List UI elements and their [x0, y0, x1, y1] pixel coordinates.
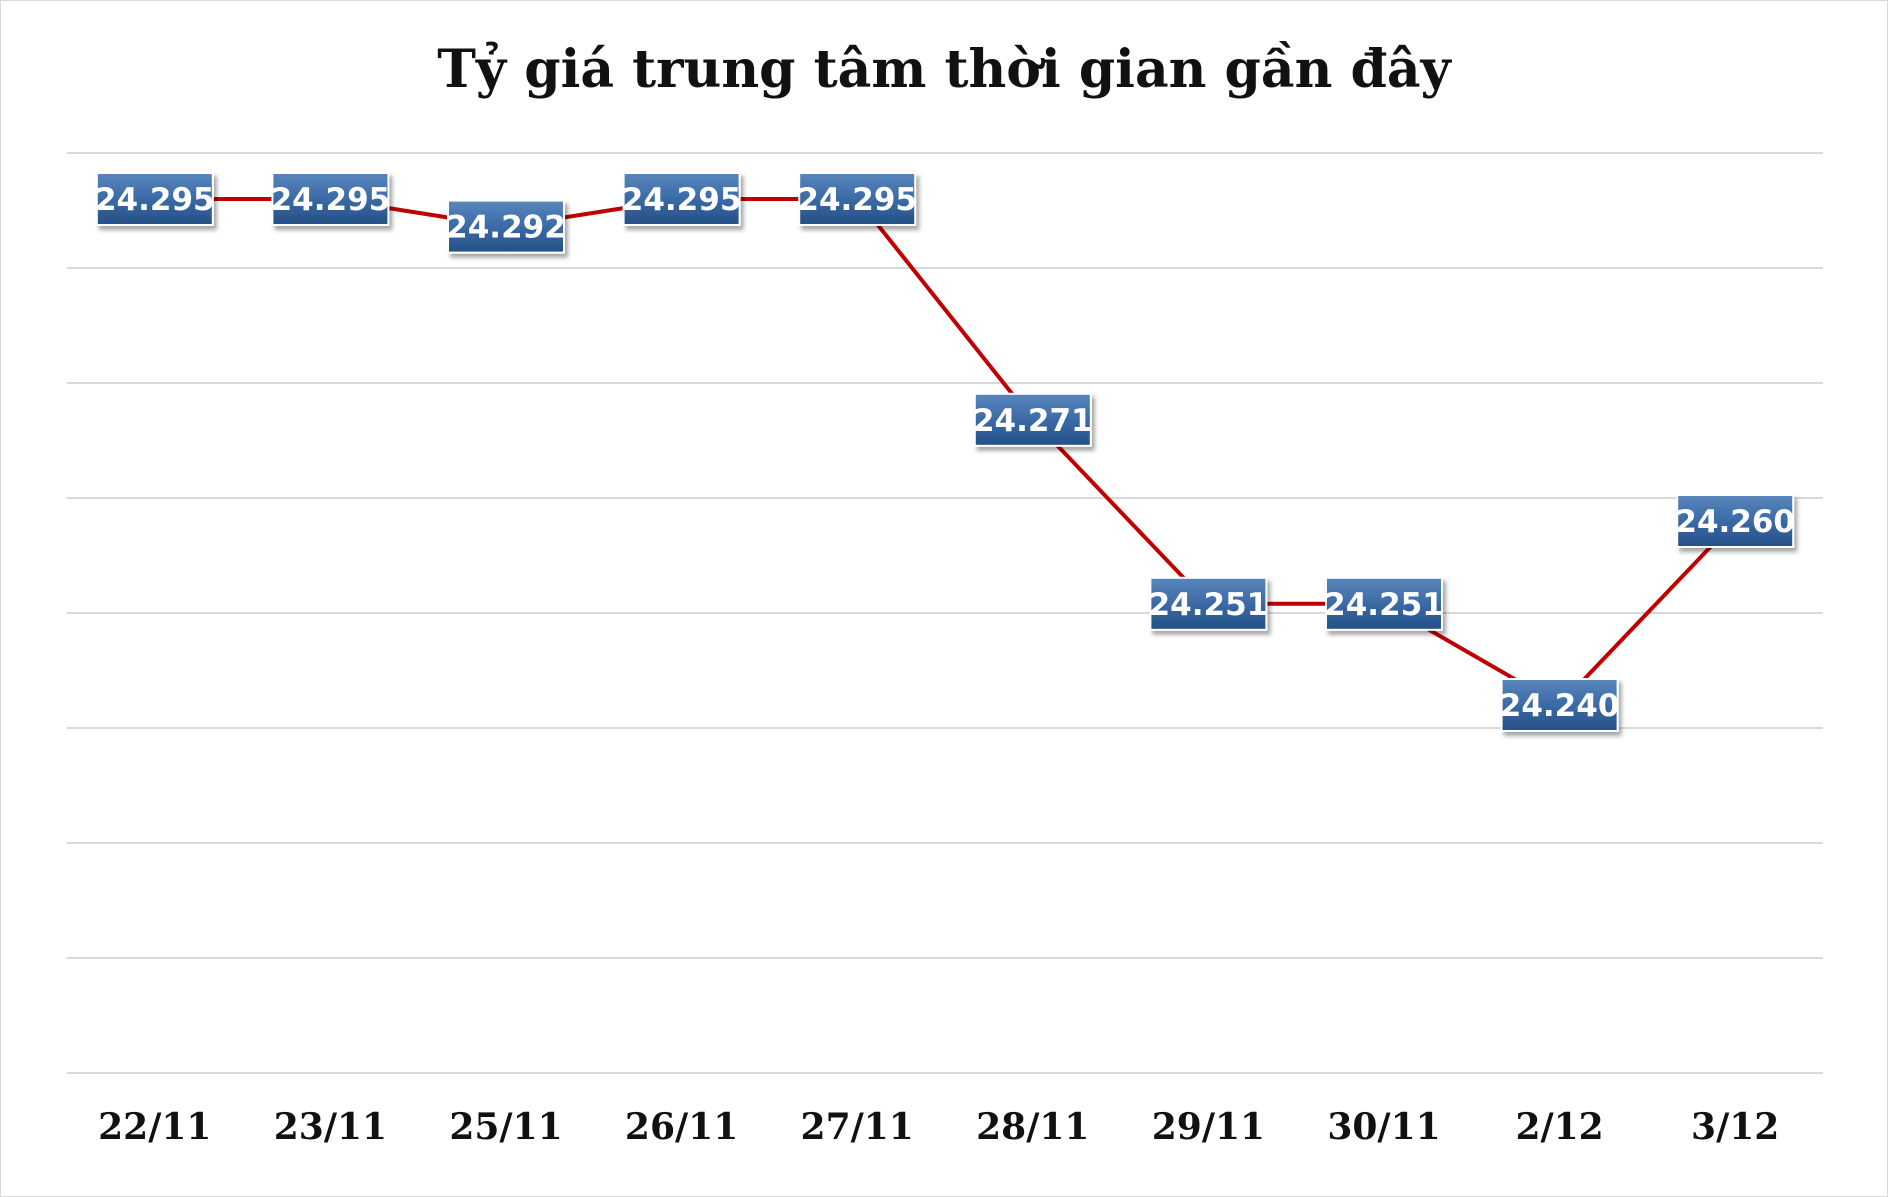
- x-tick-label: 25/11: [449, 1106, 562, 1148]
- data-label: 24.240: [1500, 688, 1620, 724]
- series-line-group: [154, 197, 1737, 707]
- data-point-label: 24.240: [1500, 678, 1620, 732]
- data-label-box: [622, 172, 741, 226]
- data-label-box: [1149, 576, 1268, 631]
- data-point-label: 24.251: [1149, 576, 1269, 631]
- x-axis-tick-labels: 22/11 23/11 25/11 26/11 27/11 28/11 29/11 30/11…: [98, 1106, 1779, 1148]
- x-tick-label: 29/11: [1152, 1106, 1265, 1148]
- data-label: 24.295: [95, 182, 215, 218]
- data-label: 24.292: [446, 210, 566, 246]
- series-line-segment: [1558, 519, 1737, 707]
- data-point-label: 24.292: [446, 199, 566, 254]
- data-point-label: 24.251: [1324, 576, 1444, 631]
- data-label-box: [95, 172, 214, 226]
- data-point-label: 24.295: [95, 172, 215, 226]
- series-line-segment: [1031, 418, 1210, 606]
- x-tick-label: 22/11: [98, 1106, 211, 1148]
- data-label: 24.260: [1675, 504, 1795, 540]
- x-tick-label: 3/12: [1691, 1106, 1779, 1148]
- data-label-box: [798, 172, 917, 226]
- data-label: 24.295: [797, 182, 917, 218]
- x-tick-label: 30/11: [1327, 1106, 1440, 1148]
- data-point-label: 24.295: [271, 172, 391, 226]
- data-label: 24.295: [622, 182, 742, 218]
- data-label: 24.251: [1149, 587, 1269, 623]
- data-point-label: 24.271: [973, 392, 1093, 447]
- data-label-box: [271, 172, 390, 226]
- data-labels: 24.295 24.295 24.292 24.295 24.295 24.271 24.2…: [95, 172, 1795, 732]
- data-point-label: 24.295: [622, 172, 742, 226]
- data-label-box: [973, 392, 1092, 447]
- chart-title: Tỷ giá trung tâm thời gian gần đây: [437, 39, 1451, 100]
- x-tick-label: 28/11: [976, 1106, 1089, 1148]
- data-label: 24.295: [271, 182, 391, 218]
- series-line-segment: [855, 197, 1035, 422]
- data-point-label: 24.260: [1675, 494, 1795, 548]
- data-label-box: [1676, 494, 1795, 548]
- data-label-box: [447, 199, 565, 254]
- gridlines: [67, 152, 1823, 1074]
- data-label: 24.251: [1324, 587, 1444, 623]
- x-tick-label: 2/12: [1515, 1106, 1603, 1148]
- x-tick-label: 27/11: [801, 1106, 914, 1148]
- data-label-box: [1500, 678, 1619, 732]
- data-label: 24.271: [973, 403, 1093, 439]
- x-tick-label: 26/11: [625, 1106, 738, 1148]
- data-label-box: [1325, 576, 1443, 631]
- data-point-label: 24.295: [797, 172, 917, 226]
- x-tick-label: 23/11: [274, 1106, 387, 1148]
